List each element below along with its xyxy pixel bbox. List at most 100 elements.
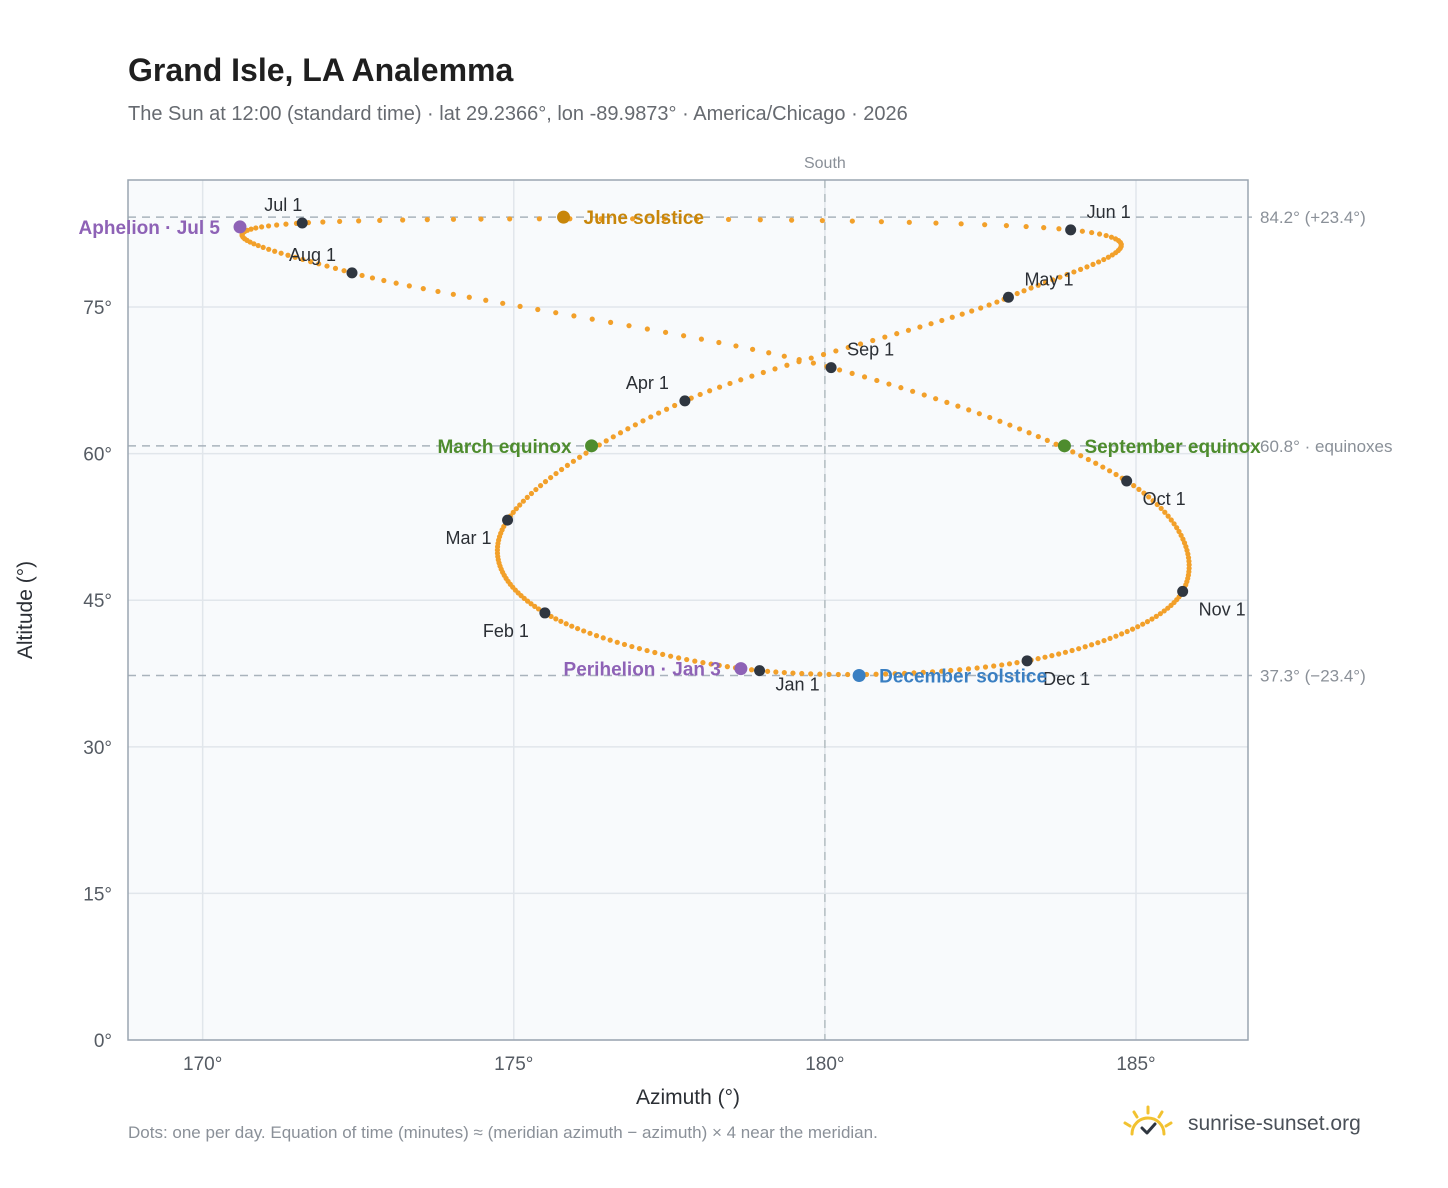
daily-sun-dot [1089,229,1095,236]
daily-sun-dot [381,277,387,284]
daily-sun-dot [672,402,678,409]
daily-sun-dot [873,671,879,677]
meridian-label: South [804,155,846,172]
daily-sun-dot [1035,433,1041,440]
daily-sun-dot [898,385,904,391]
daily-sun-dot [537,483,544,489]
month-marker [1021,655,1033,667]
month-marker-label: Mar 1 [446,528,492,548]
daily-sun-dot [652,649,658,656]
daily-sun-dot [581,628,587,634]
daily-sun-dot [965,666,972,672]
daily-sun-dot [542,479,549,485]
daily-sun-dot [707,388,713,394]
daily-sun-dot [283,221,289,227]
daily-sun-dot [629,643,635,650]
daily-sun-dot [577,454,583,460]
daily-sun-dot [1171,521,1177,527]
daily-sun-dot [662,329,669,335]
daily-sun-dot [939,317,945,324]
daily-sun-dot [636,645,643,652]
daily-sun-dot [260,244,266,251]
daily-sun-dot [259,224,265,230]
daily-sun-dot [697,391,703,398]
y-tick-label: 0° [94,1031,112,1052]
daily-sun-dot [733,343,739,349]
x-tick-label: 185° [1116,1054,1155,1075]
daily-sun-dot [533,486,539,493]
daily-sun-dot [341,268,347,274]
daily-sun-dot [1165,513,1171,519]
daily-sun-dot [1049,653,1055,659]
daily-sun-dot [660,651,666,657]
daily-sun-dot [826,671,832,677]
daily-sun-dot [500,300,506,306]
daily-sun-dot [332,265,339,271]
daily-sun-dot [1136,486,1142,492]
month-marker [1002,291,1014,303]
y-axis-title: Altitude (°) [14,561,37,659]
daily-sun-dot [820,351,827,358]
event-marker [1057,439,1071,453]
daily-sun-dot [1174,525,1180,531]
daily-sun-dot [608,319,614,325]
daily-sun-dot [861,374,868,380]
daily-sun-dot [1006,661,1013,667]
daily-sun-dot [1064,271,1070,278]
daily-sun-dot [563,621,569,627]
footer-note: Dots: one per day. Equation of time (min… [128,1123,878,1142]
brand[interactable]: sunrise-sunset.org [1120,1102,1361,1146]
daily-sun-dot [724,664,730,670]
daily-sun-dot [575,625,581,632]
daily-sun-dot [760,369,766,376]
daily-sun-dot [569,623,575,629]
daily-sun-dot [1106,468,1113,474]
daily-sun-dot [874,377,880,384]
month-marker [754,665,766,677]
daily-sun-dot [356,218,362,224]
plot-frame [127,179,1249,1041]
daily-sun-dot [928,321,934,327]
event-label: September equinox [1084,437,1261,458]
daily-sun-dot [894,331,900,337]
daily-sun-dot [532,603,538,609]
daily-sun-dot [966,407,972,413]
daily-sun-dot [1150,498,1156,504]
daily-sun-dot [1035,282,1041,288]
daily-sun-dot [265,223,272,229]
daily-sun-dot [784,362,790,368]
daily-sun-dot [510,509,516,515]
daily-sun-dot [1088,642,1095,648]
daily-sun-dot [359,272,365,279]
daily-sun-dot [684,656,690,663]
daily-sun-dot [1069,647,1075,654]
daily-sun-dot [1141,490,1147,496]
daily-sun-dot [808,355,814,361]
month-marker-label: Jun 1 [1087,202,1131,222]
daily-sun-dot [681,333,687,339]
daily-sun-dot [558,618,564,624]
daily-sun-dot [478,216,484,222]
daily-sun-dot [274,222,280,228]
daily-sun-dot [1070,449,1076,455]
month-marker [1177,585,1189,597]
daily-sun-dot [716,384,723,390]
month-marker [1121,475,1133,487]
daily-sun-dot [553,310,559,316]
daily-sun-dot [991,663,997,669]
daily-sun-dot [878,219,884,225]
daily-sun-dot [978,305,984,311]
daily-sun-dot [1023,223,1029,230]
sun-logo-icon [1123,1105,1173,1136]
daily-sun-dot [507,216,513,222]
daily-sun-dot [1113,471,1119,478]
daily-sun-dot [1168,517,1174,523]
daily-sun-dot [1095,640,1101,646]
month-marker [346,267,358,279]
daily-sun-dot [987,414,993,421]
daily-sun-dot [520,498,526,504]
daily-sun-dot [892,671,898,677]
daily-sun-dot [1144,619,1151,625]
reference-line-label: 84.2° (+23.4°) [1260,208,1366,227]
daily-sun-dot [976,411,982,417]
